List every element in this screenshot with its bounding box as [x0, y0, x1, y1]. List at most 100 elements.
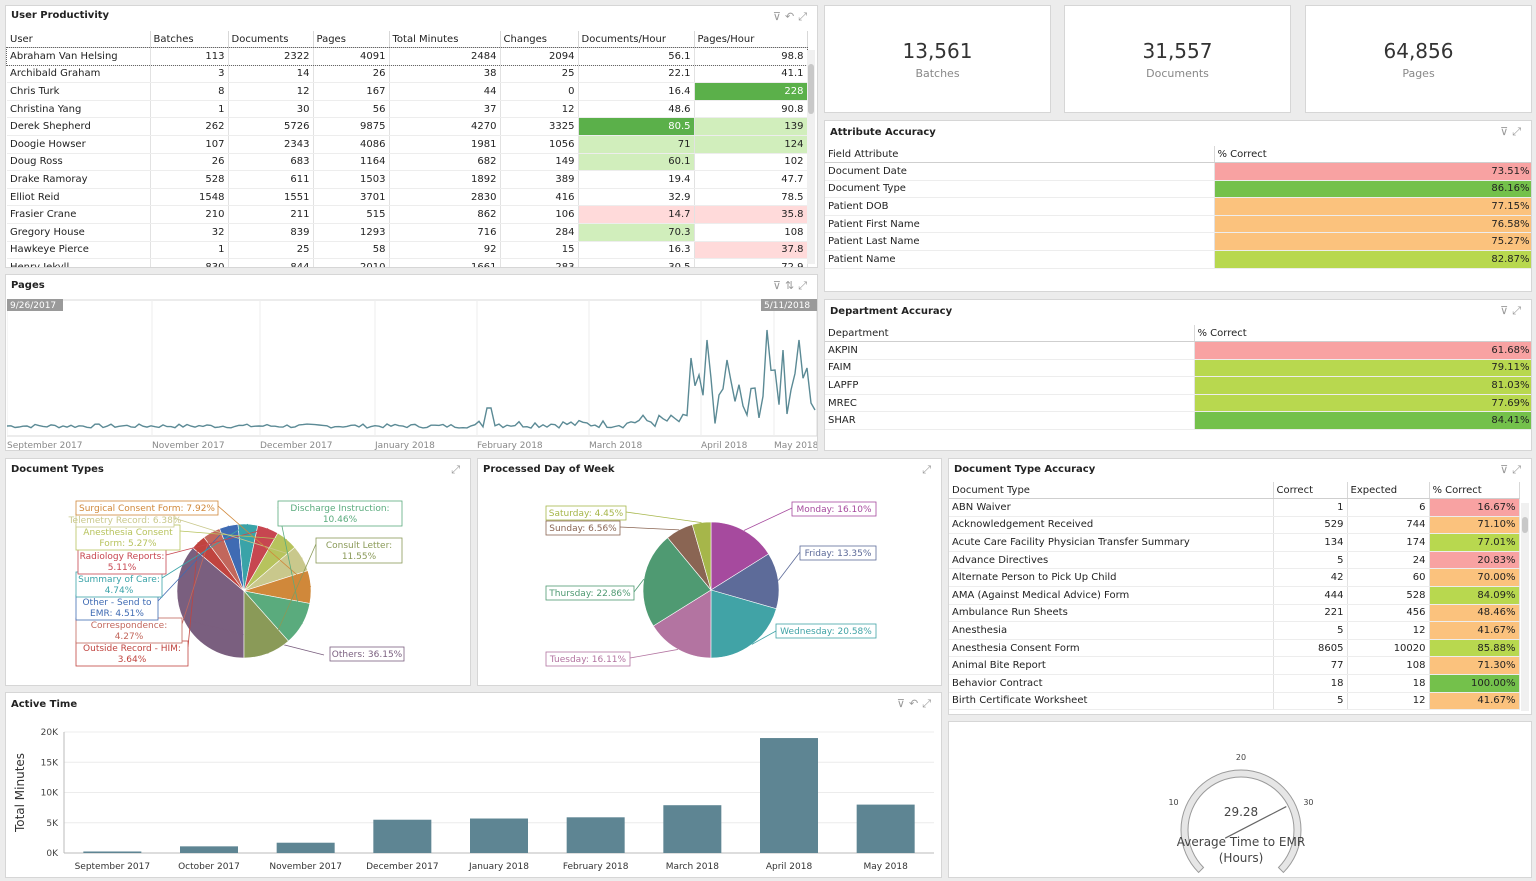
- table-row[interactable]: ABN Waiver 1 6 16.67%: [949, 498, 1520, 517]
- bar[interactable]: [663, 805, 722, 853]
- bar[interactable]: [180, 846, 238, 853]
- pie-slice[interactable]: [642, 537, 712, 627]
- clear-filter-icon[interactable]: ⊽: [772, 10, 785, 23]
- range-end-marker[interactable]: [761, 299, 817, 311]
- table-row[interactable]: Anesthesia Consent Form 8605 10020 85.88%: [949, 639, 1520, 658]
- document-types-pie[interactable]: Others: 36.15% Outside Record - HIM: 3.64%…: [6, 479, 470, 685]
- table-row[interactable]: Patient First Name 76.58%: [825, 215, 1531, 234]
- table-row[interactable]: Patient Last Name 75.27%: [825, 232, 1531, 251]
- column-header[interactable]: Total Minutes: [389, 31, 501, 48]
- column-header[interactable]: Expected: [1347, 482, 1430, 499]
- column-header[interactable]: Correct: [1273, 482, 1348, 499]
- table-row[interactable]: AMA (Against Medical Advice) Form 444 528 8…: [949, 586, 1520, 605]
- table-row[interactable]: Ambulance Run Sheets 221 456 48.46%: [949, 604, 1520, 623]
- column-header[interactable]: % Correct: [1214, 146, 1531, 163]
- column-header[interactable]: Pages: [313, 31, 390, 48]
- maximize-icon[interactable]: ⤢: [922, 463, 935, 476]
- bar[interactable]: [566, 817, 625, 853]
- bar[interactable]: [373, 819, 432, 853]
- table-row[interactable]: Hawkeye Pierce 1 25 58 92 15 16.3 37.8: [7, 241, 808, 260]
- scrollbar[interactable]: [807, 50, 815, 264]
- pie-slice[interactable]: [710, 521, 770, 591]
- clear-filter-icon[interactable]: ⊽: [1500, 304, 1513, 317]
- maximize-icon[interactable]: ⤢: [798, 10, 811, 23]
- column-header[interactable]: Documents/Hour: [578, 31, 695, 48]
- column-header[interactable]: Pages/Hour: [694, 31, 808, 48]
- table-row[interactable]: Gregory House 32 839 1293 716 284 70.3 108: [7, 223, 808, 242]
- table-row[interactable]: Document Date 73.51%: [825, 162, 1531, 181]
- table-row[interactable]: Animal Bite Report 77 108 71.30%: [949, 656, 1520, 675]
- table-row[interactable]: Patient DOB 77.15%: [825, 197, 1531, 216]
- bar[interactable]: [856, 804, 915, 853]
- table-row[interactable]: Document Type 86.16%: [825, 180, 1531, 199]
- table-row[interactable]: Advance Directives 5 24 20.83%: [949, 551, 1520, 570]
- pie-slice[interactable]: [710, 589, 777, 659]
- range-start-marker[interactable]: [7, 299, 63, 311]
- clear-filter-icon[interactable]: ⊽: [896, 697, 909, 710]
- table-cell: 44: [389, 82, 501, 101]
- scrollbar[interactable]: [1521, 503, 1529, 711]
- pie-slice[interactable]: [691, 521, 712, 591]
- table-row[interactable]: Patient Name 82.87%: [825, 250, 1531, 269]
- table-row[interactable]: Archibald Graham 3 14 26 38 25 22.1 41.1: [7, 65, 808, 84]
- active-time-bar-chart[interactable]: 0K 5K 10K 15K 20K Total Minutes September 2017…: [6, 714, 941, 878]
- day-of-week-pie[interactable]: Monday: 16.10% Friday: 13.35% Wednesday: 2…: [478, 479, 941, 685]
- kpi-label: Batches: [915, 67, 960, 80]
- pie-slice[interactable]: [652, 589, 712, 659]
- column-header[interactable]: Document Type: [949, 482, 1274, 499]
- table-row[interactable]: MREC 77.69%: [825, 394, 1531, 413]
- column-header[interactable]: Documents: [228, 31, 314, 48]
- pie-label-box: [277, 500, 403, 527]
- table-row[interactable]: Elliot Reid 1548 1551 3701 2830 416 32.9 78.5: [7, 188, 808, 207]
- table-row[interactable]: LAPFP 81.03%: [825, 376, 1531, 395]
- column-header[interactable]: Batches: [150, 31, 229, 48]
- clear-filter-icon[interactable]: ⊽: [1500, 463, 1513, 476]
- table-row[interactable]: Henry Jekyll 830 844 2010 1661 283 30.5 72.9: [7, 258, 808, 267]
- maximize-icon[interactable]: ⤢: [451, 463, 464, 476]
- table-row[interactable]: Chris Turk 8 12 167 44 0 16.4 228: [7, 82, 808, 101]
- maximize-icon[interactable]: ⤢: [922, 697, 935, 710]
- table-row[interactable]: Acute Care Facility Physician Transfer S…: [949, 533, 1520, 552]
- table-row[interactable]: Derek Shepherd 262 5726 9875 4270 3325 80.5 139: [7, 117, 808, 136]
- column-header[interactable]: Field Attribute: [825, 146, 1215, 163]
- bar[interactable]: [83, 851, 142, 853]
- maximize-icon[interactable]: ⤢: [1512, 304, 1525, 317]
- table-row[interactable]: Alternate Person to Pick Up Child 42 60 70.…: [949, 568, 1520, 587]
- column-header[interactable]: Changes: [500, 31, 579, 48]
- table-cell: 167: [313, 82, 390, 101]
- table-row[interactable]: Drake Ramoray 528 611 1503 1892 389 19.4 47.7: [7, 170, 808, 189]
- bar[interactable]: [760, 738, 818, 853]
- clear-filter-icon[interactable]: ⊽: [1500, 125, 1513, 138]
- table-row[interactable]: Doug Ross 26 683 1164 682 149 60.1 102: [7, 153, 808, 172]
- clear-filter-icon[interactable]: ⊽: [772, 279, 785, 292]
- table-row[interactable]: Christina Yang 1 30 56 37 12 48.6 90.8: [7, 100, 808, 119]
- table-cell: 228: [694, 82, 808, 101]
- pages-line-chart[interactable]: September 2017 November 2017 December 2017…: [7, 298, 818, 450]
- percent-cell: 77.69%: [1194, 394, 1531, 413]
- table-row[interactable]: Doogie Howser 107 2343 4086 1981 1056 71 124: [7, 135, 808, 154]
- bar[interactable]: [276, 842, 335, 853]
- table-row[interactable]: AKPIN 61.68%: [825, 341, 1531, 360]
- pie-slice[interactable]: [710, 553, 780, 610]
- column-header[interactable]: Department: [825, 325, 1195, 342]
- maximize-icon[interactable]: ⤢: [1512, 463, 1525, 476]
- table-row[interactable]: SHAR 84.41%: [825, 411, 1531, 430]
- bar[interactable]: [470, 818, 528, 853]
- table-row[interactable]: Acknowledgement Received 529 744 71.10%: [949, 516, 1520, 535]
- table-row[interactable]: Birth Certificate Worksheet 5 12 41.67%: [949, 692, 1520, 711]
- column-header[interactable]: % Correct: [1194, 325, 1531, 342]
- column-header[interactable]: % Correct: [1429, 482, 1520, 499]
- table-row[interactable]: Behavior Contract 18 18 100.00%: [949, 674, 1520, 693]
- maximize-icon[interactable]: ⤢: [798, 279, 811, 292]
- table-row[interactable]: Anesthesia 5 12 41.67%: [949, 621, 1520, 640]
- table-row[interactable]: Frasier Crane 210 211 515 862 106 14.7 35.8: [7, 205, 808, 224]
- undo-icon[interactable]: ↶: [908, 697, 923, 710]
- x-axis-label: April 2018: [701, 441, 748, 450]
- column-header[interactable]: User: [7, 31, 151, 48]
- table-row[interactable]: FAIM 79.11%: [825, 359, 1531, 378]
- undo-icon[interactable]: ↶: [784, 10, 799, 23]
- maximize-icon[interactable]: ⤢: [1512, 125, 1525, 138]
- table-row[interactable]: Abraham Van Helsing 113 2322 4091 2484 2094 56…: [6, 46, 808, 67]
- chart-options-icon[interactable]: ⇅: [784, 279, 799, 292]
